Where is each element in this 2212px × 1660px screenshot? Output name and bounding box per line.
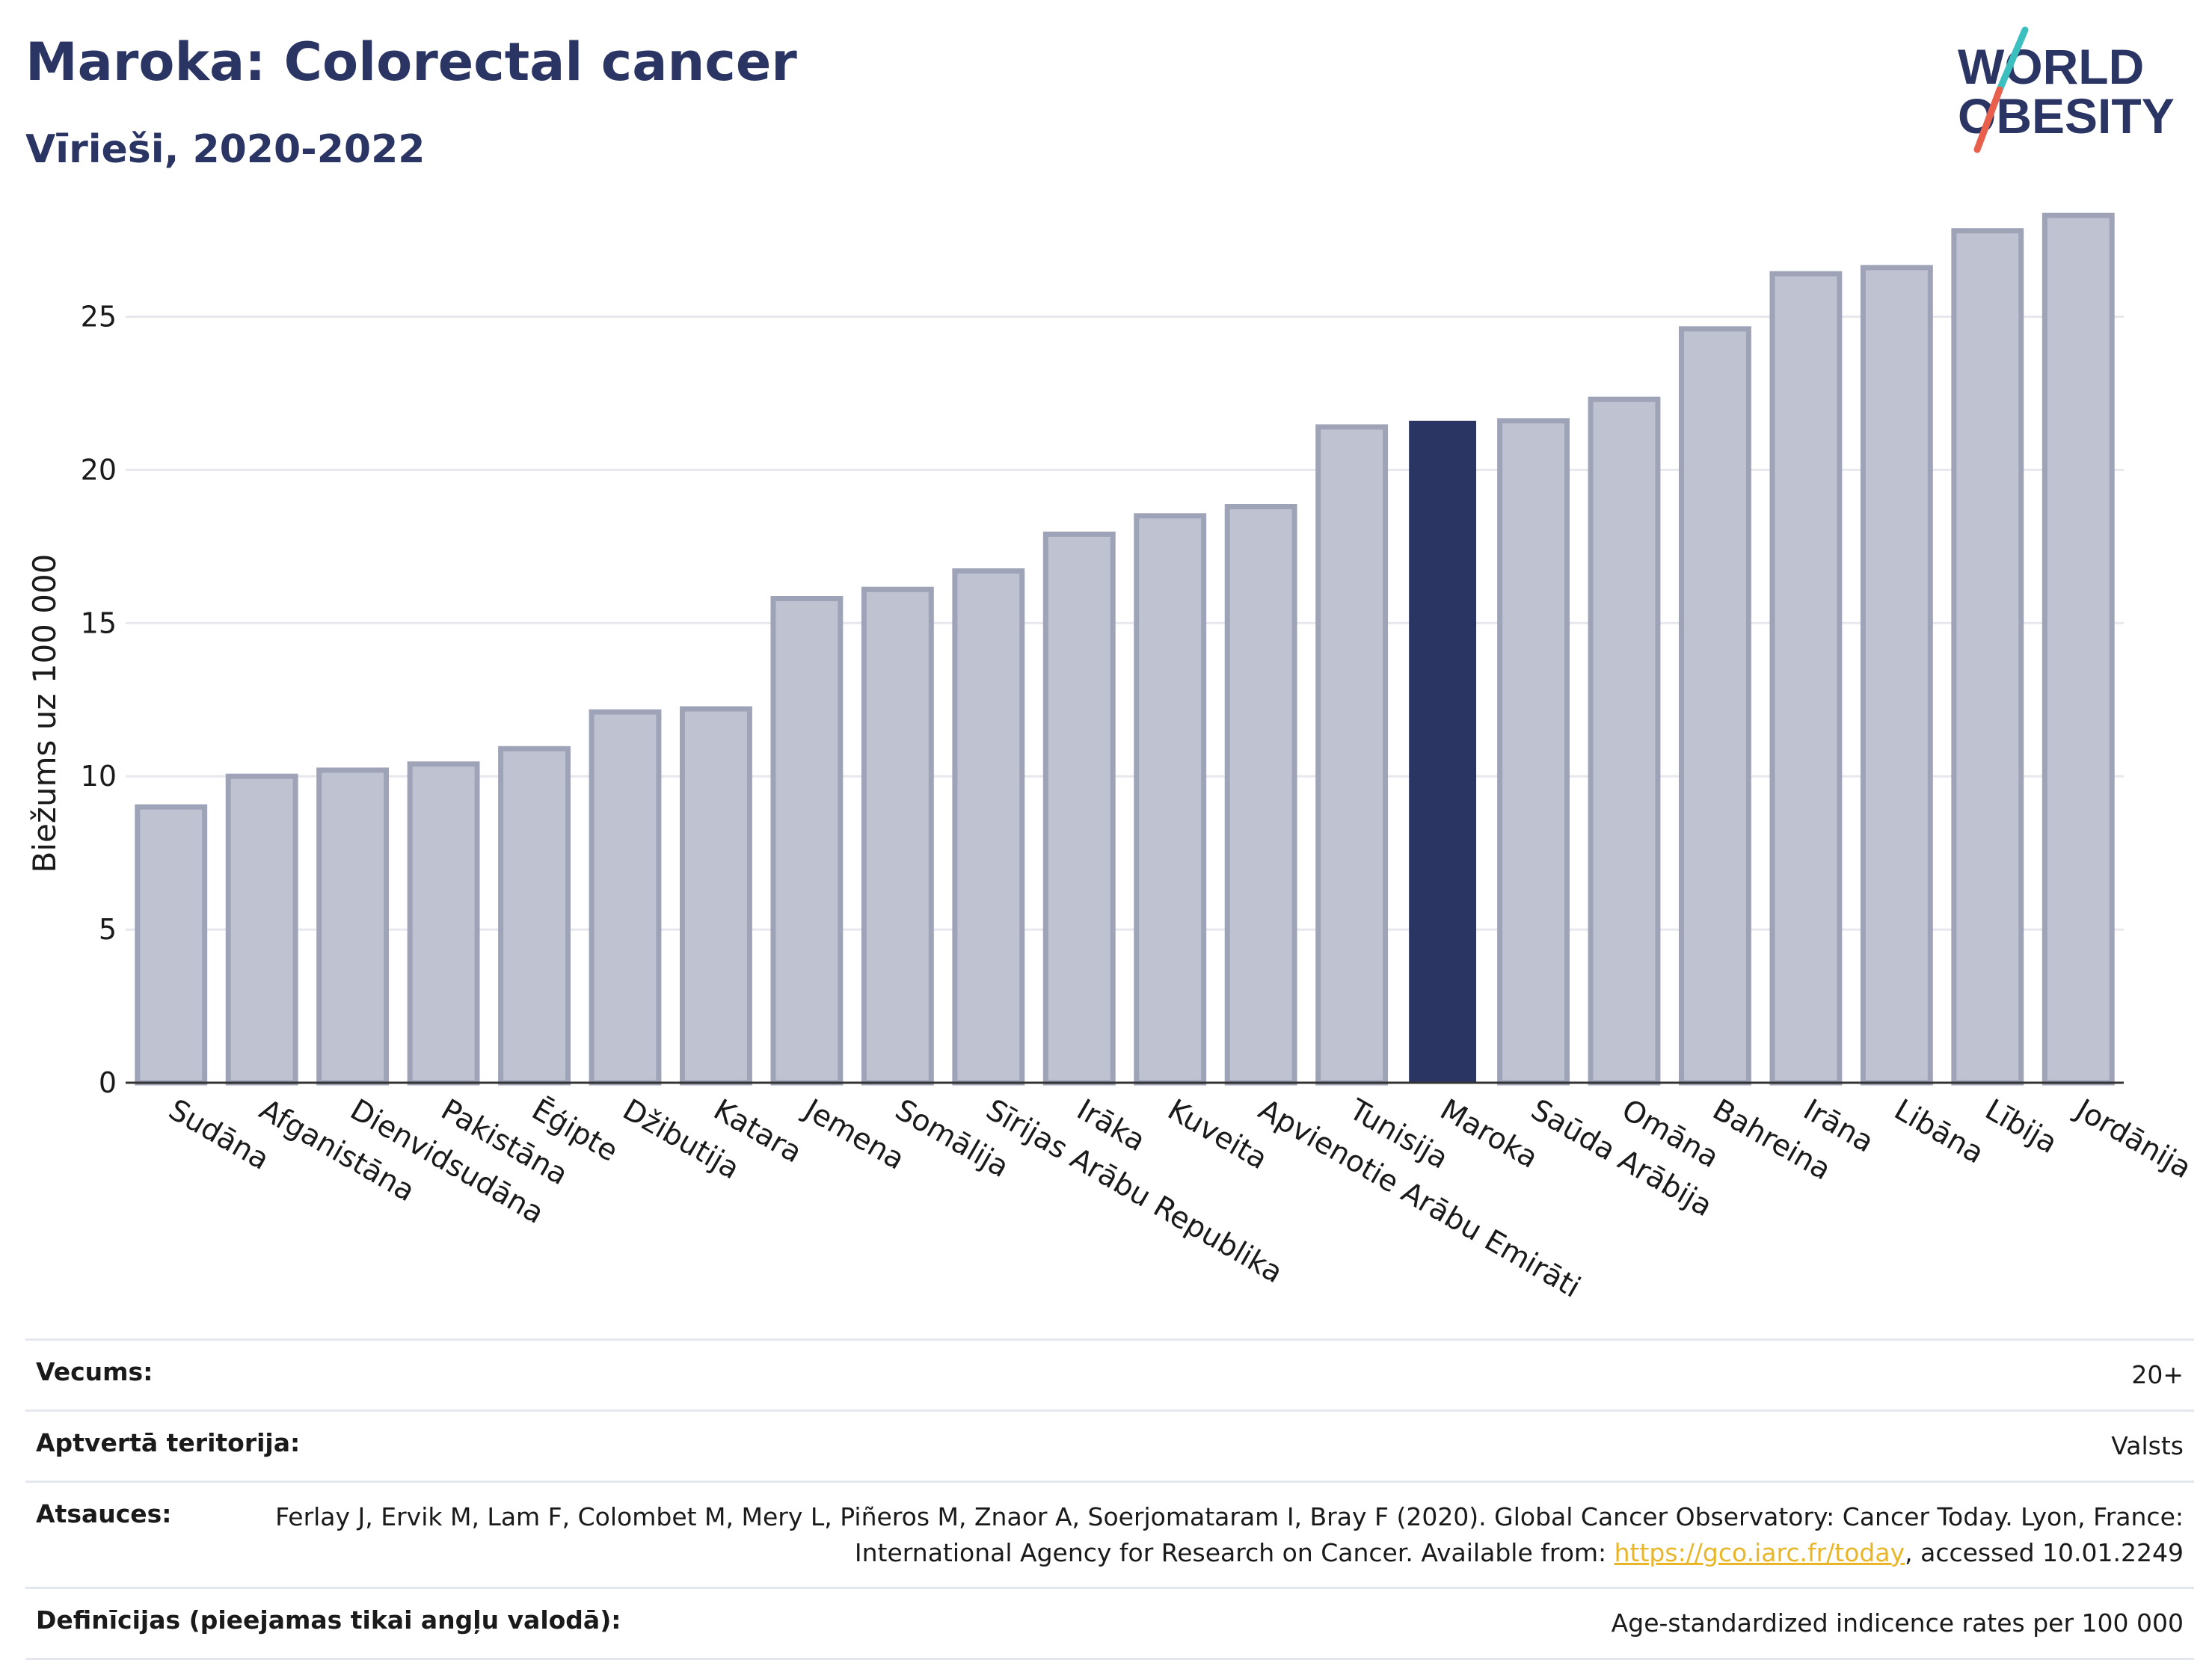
references-text: Ferlay J, Ervik M, Lam F, Colombet M, Me… [275, 1501, 2184, 1567]
bar [1134, 513, 1207, 1086]
coverage-value: Valsts [2111, 1430, 2184, 1460]
age-label: Vecums: [36, 1357, 153, 1386]
references-link[interactable]: https://gco.iarc.fr/today [1614, 1537, 1905, 1567]
bar [2042, 212, 2115, 1086]
bar [1860, 265, 1933, 1086]
references-value: Ferlay J, Ervik M, Lam F, Colombet M, Me… [232, 1499, 2184, 1571]
references-label: Atsauces: [36, 1498, 172, 1528]
y-tick-label: 15 [81, 606, 117, 639]
world-obesity-logo: WORLD OBESITY [1958, 26, 2175, 153]
bar [1497, 418, 1570, 1086]
x-tick-label: Kuveita [1162, 1093, 1273, 1177]
bar [1951, 228, 2024, 1086]
y-tick-label: 10 [81, 760, 117, 793]
bar [498, 746, 571, 1086]
y-tick-label: 5 [99, 913, 117, 946]
age-value: 20+ [2131, 1360, 2184, 1389]
bars [135, 212, 2115, 1086]
info-row-age: Vecums: 20+ [25, 1338, 2194, 1410]
bar [1315, 424, 1389, 1086]
x-tick-label: Jordānija [2068, 1092, 2197, 1185]
x-tick-label: Libāna [1888, 1093, 1989, 1171]
bar [316, 767, 390, 1086]
bar [1679, 326, 1751, 1086]
x-tick-label: Jemena [796, 1092, 910, 1177]
info-row-definitions: Definīcijas (pieejamas tikai angļu valod… [25, 1587, 2194, 1660]
bar [135, 804, 208, 1086]
chart-subtitle: Vīrieši, 2020-2022 [25, 127, 425, 172]
coverage-label: Aptvertā teritorija: [36, 1427, 301, 1457]
y-tick-label: 20 [81, 453, 117, 486]
bar-chart: 0 5 10 15 20 25 SudānaAfganistānaDienvidsudān… [26, 212, 2197, 1305]
logo-line1: WORLD [1958, 39, 2144, 94]
bar [1042, 531, 1116, 1086]
logo-slash-teal [1996, 26, 2029, 93]
bar [1224, 504, 1297, 1086]
bar [1769, 271, 1843, 1086]
bar [770, 595, 844, 1086]
y-tick-label: 0 [99, 1066, 117, 1099]
y-tick-label: 25 [81, 300, 117, 333]
info-row-references: Atsauces: Ferlay J, Ervik M, Lam F, Colo… [25, 1480, 2194, 1587]
x-tick-labels: SudānaAfganistānaDienvidsudānaPakistānaĒ… [163, 1092, 2197, 1305]
definitions-value: Age-standardized indicence rates per 100… [1611, 1608, 2184, 1638]
bar [861, 586, 934, 1086]
references-accessed: , accessed 10.01.2249 [1905, 1537, 2184, 1567]
bar [225, 773, 298, 1086]
x-tick-label: Maroka [1434, 1093, 1543, 1175]
info-table: Vecums: 20+ Aptvertā teritorija: Valsts … [25, 1338, 2194, 1660]
bar [589, 709, 662, 1086]
x-tick-label: Sudāna [163, 1093, 275, 1177]
y-tick-labels: 0 5 10 15 20 25 [81, 300, 117, 1099]
bar [952, 568, 1025, 1086]
bar-highlight [1409, 420, 1477, 1083]
chart-title: Maroka: Colorectal cancer [25, 31, 797, 93]
bar [680, 706, 752, 1086]
y-axis-title: Biežums uz 100 000 [26, 554, 63, 873]
x-tick-label: Lībija [1979, 1093, 2063, 1161]
info-row-coverage: Aptvertā teritorija: Valsts [25, 1409, 2194, 1481]
logo-slash-red [1973, 86, 2003, 153]
definitions-label: Definīcijas (pieejamas tikai angļu valod… [36, 1605, 621, 1635]
bar [407, 761, 480, 1086]
bar [1588, 396, 1661, 1086]
